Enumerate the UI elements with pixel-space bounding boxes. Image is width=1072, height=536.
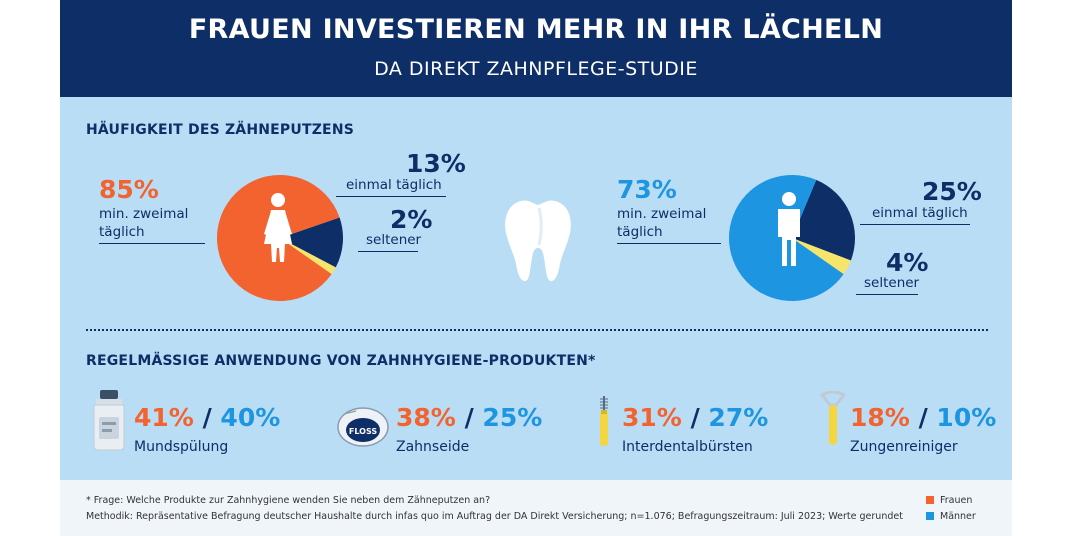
men-twice-daily-label: min. zweimal täglich	[617, 206, 707, 240]
women-rarely-rule	[358, 251, 418, 252]
tooth-icon	[505, 200, 571, 281]
legend-swatch-women	[926, 496, 934, 504]
women-once-daily-value: 13%	[406, 149, 466, 178]
footnote-method: Methodik: Repräsentative Befragung deuts…	[86, 511, 903, 522]
infographic: FRAUEN INVESTIEREN MEHR IN IHR LÄCHELN D…	[60, 0, 1012, 536]
section-title-brushing: HÄUFIGKEIT DES ZÄHNEPUTZENS	[86, 122, 355, 138]
male-figure-icon	[778, 192, 800, 266]
women-pie-chart	[217, 175, 343, 301]
women-twice-daily-value: 85%	[99, 175, 159, 204]
men-value: 40%	[220, 403, 281, 432]
women-value: 31%	[622, 403, 682, 432]
product-name: Interdentalbürsten	[622, 439, 753, 455]
women-value: 41%	[134, 403, 194, 432]
men-once-daily-rule	[860, 224, 970, 225]
legend-men: Männer	[926, 511, 976, 522]
content-panel: HÄUFIGKEIT DES ZÄHNEPUTZENS 85% min. zwe…	[60, 97, 1012, 480]
mouthwash-bottle-icon	[93, 390, 125, 451]
pie-slice-einmal-täglich	[280, 217, 343, 268]
legend-swatch-men	[926, 512, 934, 520]
section-divider	[86, 329, 988, 331]
women-twice-daily-rule	[99, 243, 205, 244]
page-title: FRAUEN INVESTIEREN MEHR IN IHR LÄCHELN	[188, 14, 884, 45]
men-rarely-label: seltener	[864, 275, 920, 291]
pie-slice-seltener	[280, 238, 336, 275]
women-rarely-value: 2%	[390, 205, 433, 234]
men-once-daily-value: 25%	[922, 177, 982, 206]
men-pie-chart	[729, 175, 855, 301]
men-rarely-value: 4%	[886, 248, 929, 277]
product-name: Zahnseide	[396, 439, 470, 455]
women-twice-daily-label: min. zweimal täglich	[99, 206, 189, 240]
women-once-daily-label: einmal täglich	[346, 177, 442, 193]
value-separator: /	[918, 403, 928, 432]
header-banner: FRAUEN INVESTIEREN MEHR IN IHR LÄCHELN D…	[60, 0, 1012, 97]
men-value: 25%	[482, 403, 543, 432]
section-title-products: REGELMÄSSIGE ANWENDUNG VON ZAHNHYGIENE-P…	[86, 353, 596, 369]
women-rarely-label: seltener	[366, 232, 422, 248]
interdental-brush-icon	[600, 396, 608, 446]
women-value: 38%	[396, 403, 456, 432]
men-value: 27%	[708, 403, 769, 432]
page-subtitle: DA DIREKT ZAHNPFLEGE-STUDIE	[374, 58, 698, 80]
men-value: 10%	[936, 403, 997, 432]
pie-slice-einmal-täglich	[792, 179, 855, 261]
female-figure-icon	[264, 193, 292, 262]
floss-icon: FLOSS	[337, 407, 389, 447]
value-separator: /	[202, 403, 212, 432]
value-separator: /	[690, 403, 700, 432]
product-name: Mundspülung	[134, 439, 229, 455]
legend-women: Frauen	[926, 495, 972, 506]
men-once-daily-label: einmal täglich	[872, 205, 968, 221]
legend-label-men: Männer	[940, 511, 976, 522]
women-value: 18%	[850, 403, 910, 432]
men-rarely-rule	[856, 294, 918, 295]
footer: * Frage: Welche Produkte zur Zahnhygiene…	[60, 480, 1012, 536]
value-separator: /	[464, 403, 474, 432]
men-twice-daily-rule	[617, 243, 721, 244]
men-twice-daily-value: 73%	[617, 175, 677, 204]
pie-slice-seltener	[792, 238, 851, 275]
women-once-daily-rule	[336, 196, 446, 197]
tongue-cleaner-icon	[819, 391, 847, 445]
legend-label-women: Frauen	[940, 495, 973, 506]
footnote-question: * Frage: Welche Produkte zur Zahnhygiene…	[86, 495, 491, 506]
product-name: Zungenreiniger	[850, 439, 958, 455]
floss-label: FLOSS	[349, 427, 377, 436]
